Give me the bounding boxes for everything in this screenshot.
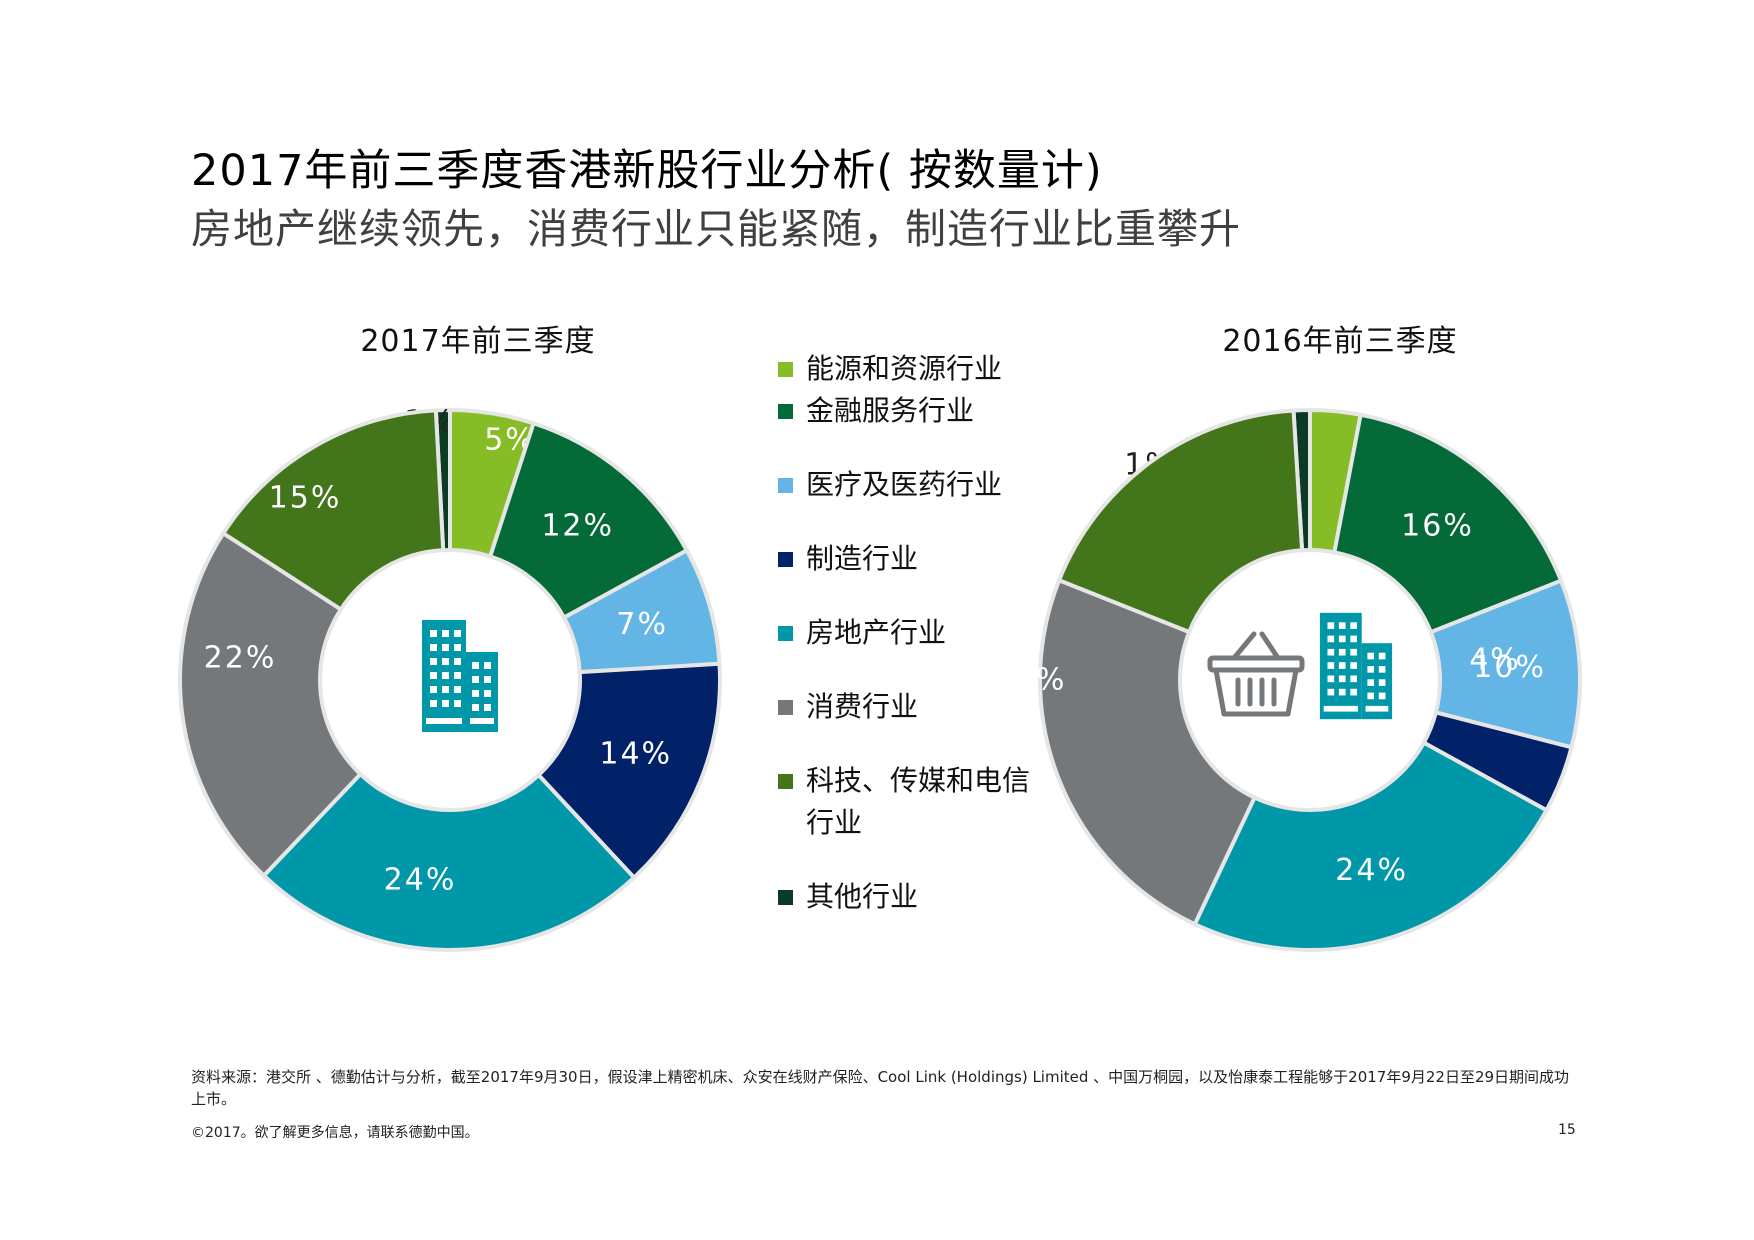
legend-item: 金融服务行业 — [778, 390, 1078, 432]
legend-swatch — [778, 626, 793, 641]
legend-item: 制造行业 — [778, 538, 1078, 580]
legend-label: 制造行业 — [806, 542, 919, 575]
legend-swatch — [778, 700, 793, 715]
page-title: 2017年前三季度香港新股行业分析( 按数量计) — [191, 146, 1103, 196]
slice-label: 15% — [269, 481, 342, 516]
source-note: 资料来源：港交所 、德勤估计与分析，截至2017年9月30日，假设津上精密机床、… — [191, 1068, 1570, 1108]
legend-item: 房地产行业 — [778, 612, 1078, 654]
slice-label: 16% — [1401, 508, 1474, 543]
donut-chart-2017: 1%5%12%7%14%24%22%15% — [178, 405, 722, 952]
page-number: 15 — [1558, 1122, 1576, 1138]
legend-swatch — [778, 774, 793, 789]
slice-label: 10% — [1473, 650, 1546, 685]
slice-label: 18% — [1009, 498, 1082, 533]
legend-swatch — [778, 478, 793, 493]
slice-label: 7% — [616, 607, 668, 642]
chart-title-2017: 2017年前三季度 — [360, 324, 596, 359]
legend-swatch — [778, 552, 793, 567]
slice-label: 4% — [1469, 643, 1521, 678]
legend-item: 其他行业 — [778, 876, 1078, 918]
slice-label: 22% — [204, 641, 277, 676]
chart-title-2016: 2016年前三季度 — [1222, 324, 1458, 359]
legend-label: 医疗及医药行业 — [806, 468, 1003, 501]
copyright: ©2017。欲了解更多信息，请联系德勤中国。 — [191, 1125, 479, 1141]
slice-label: 12% — [541, 509, 614, 544]
legend-label: 金融服务行业 — [806, 394, 975, 427]
legend-label: 科技、传媒和电信 — [806, 764, 1031, 797]
slice-label: 14% — [599, 737, 672, 772]
legend-label: 能源和资源行业 — [806, 352, 1003, 385]
building-icon — [1319, 612, 1393, 720]
legend-swatch — [778, 362, 793, 377]
donut-slice — [261, 771, 637, 952]
title-block: 2017年前三季度香港新股行业分析( 按数量计) 房地产继续领先，消费行业只能紧… — [191, 142, 1241, 258]
legend-item: 能源和资源行业 — [778, 348, 1078, 390]
donut-slice — [1192, 739, 1550, 952]
legend-label: 其他行业 — [806, 880, 919, 913]
legend-label: 消费行业 — [806, 690, 919, 723]
legend-swatch — [778, 890, 793, 905]
donut-slice — [1056, 408, 1305, 635]
legend-item: 医疗及医药行业 — [778, 464, 1078, 506]
legend-swatch — [778, 404, 793, 419]
building-icon — [422, 620, 498, 732]
donut-slice — [535, 661, 722, 881]
donut-chart-2016: 1%3%16%10%4%24%24%18% — [994, 407, 1582, 952]
page-subtitle: 房地产继续领先，消费行业只能紧随，制造行业比重攀升 — [191, 205, 1241, 253]
donut-slice — [1332, 412, 1564, 635]
donut-slice — [1038, 577, 1258, 927]
shopping-basket-icon — [1207, 631, 1305, 717]
chart-legend: 能源和资源行业 金融服务行业 医疗及医药行业 制造行业房地产行业消费行业科技、传媒和电… — [778, 348, 1078, 918]
donut-slice — [220, 408, 446, 613]
legend-label: 行业 — [806, 806, 863, 839]
donut-slice — [178, 530, 364, 879]
slice-label: 24% — [994, 663, 1067, 698]
legend-label: 房地产行业 — [806, 616, 947, 649]
slice-label: 24% — [384, 863, 457, 898]
legend-item: 消费行业 — [778, 686, 1078, 728]
slice-label: 24% — [1335, 853, 1408, 888]
legend-item: 科技、传媒和电信 行业 — [778, 760, 1078, 844]
